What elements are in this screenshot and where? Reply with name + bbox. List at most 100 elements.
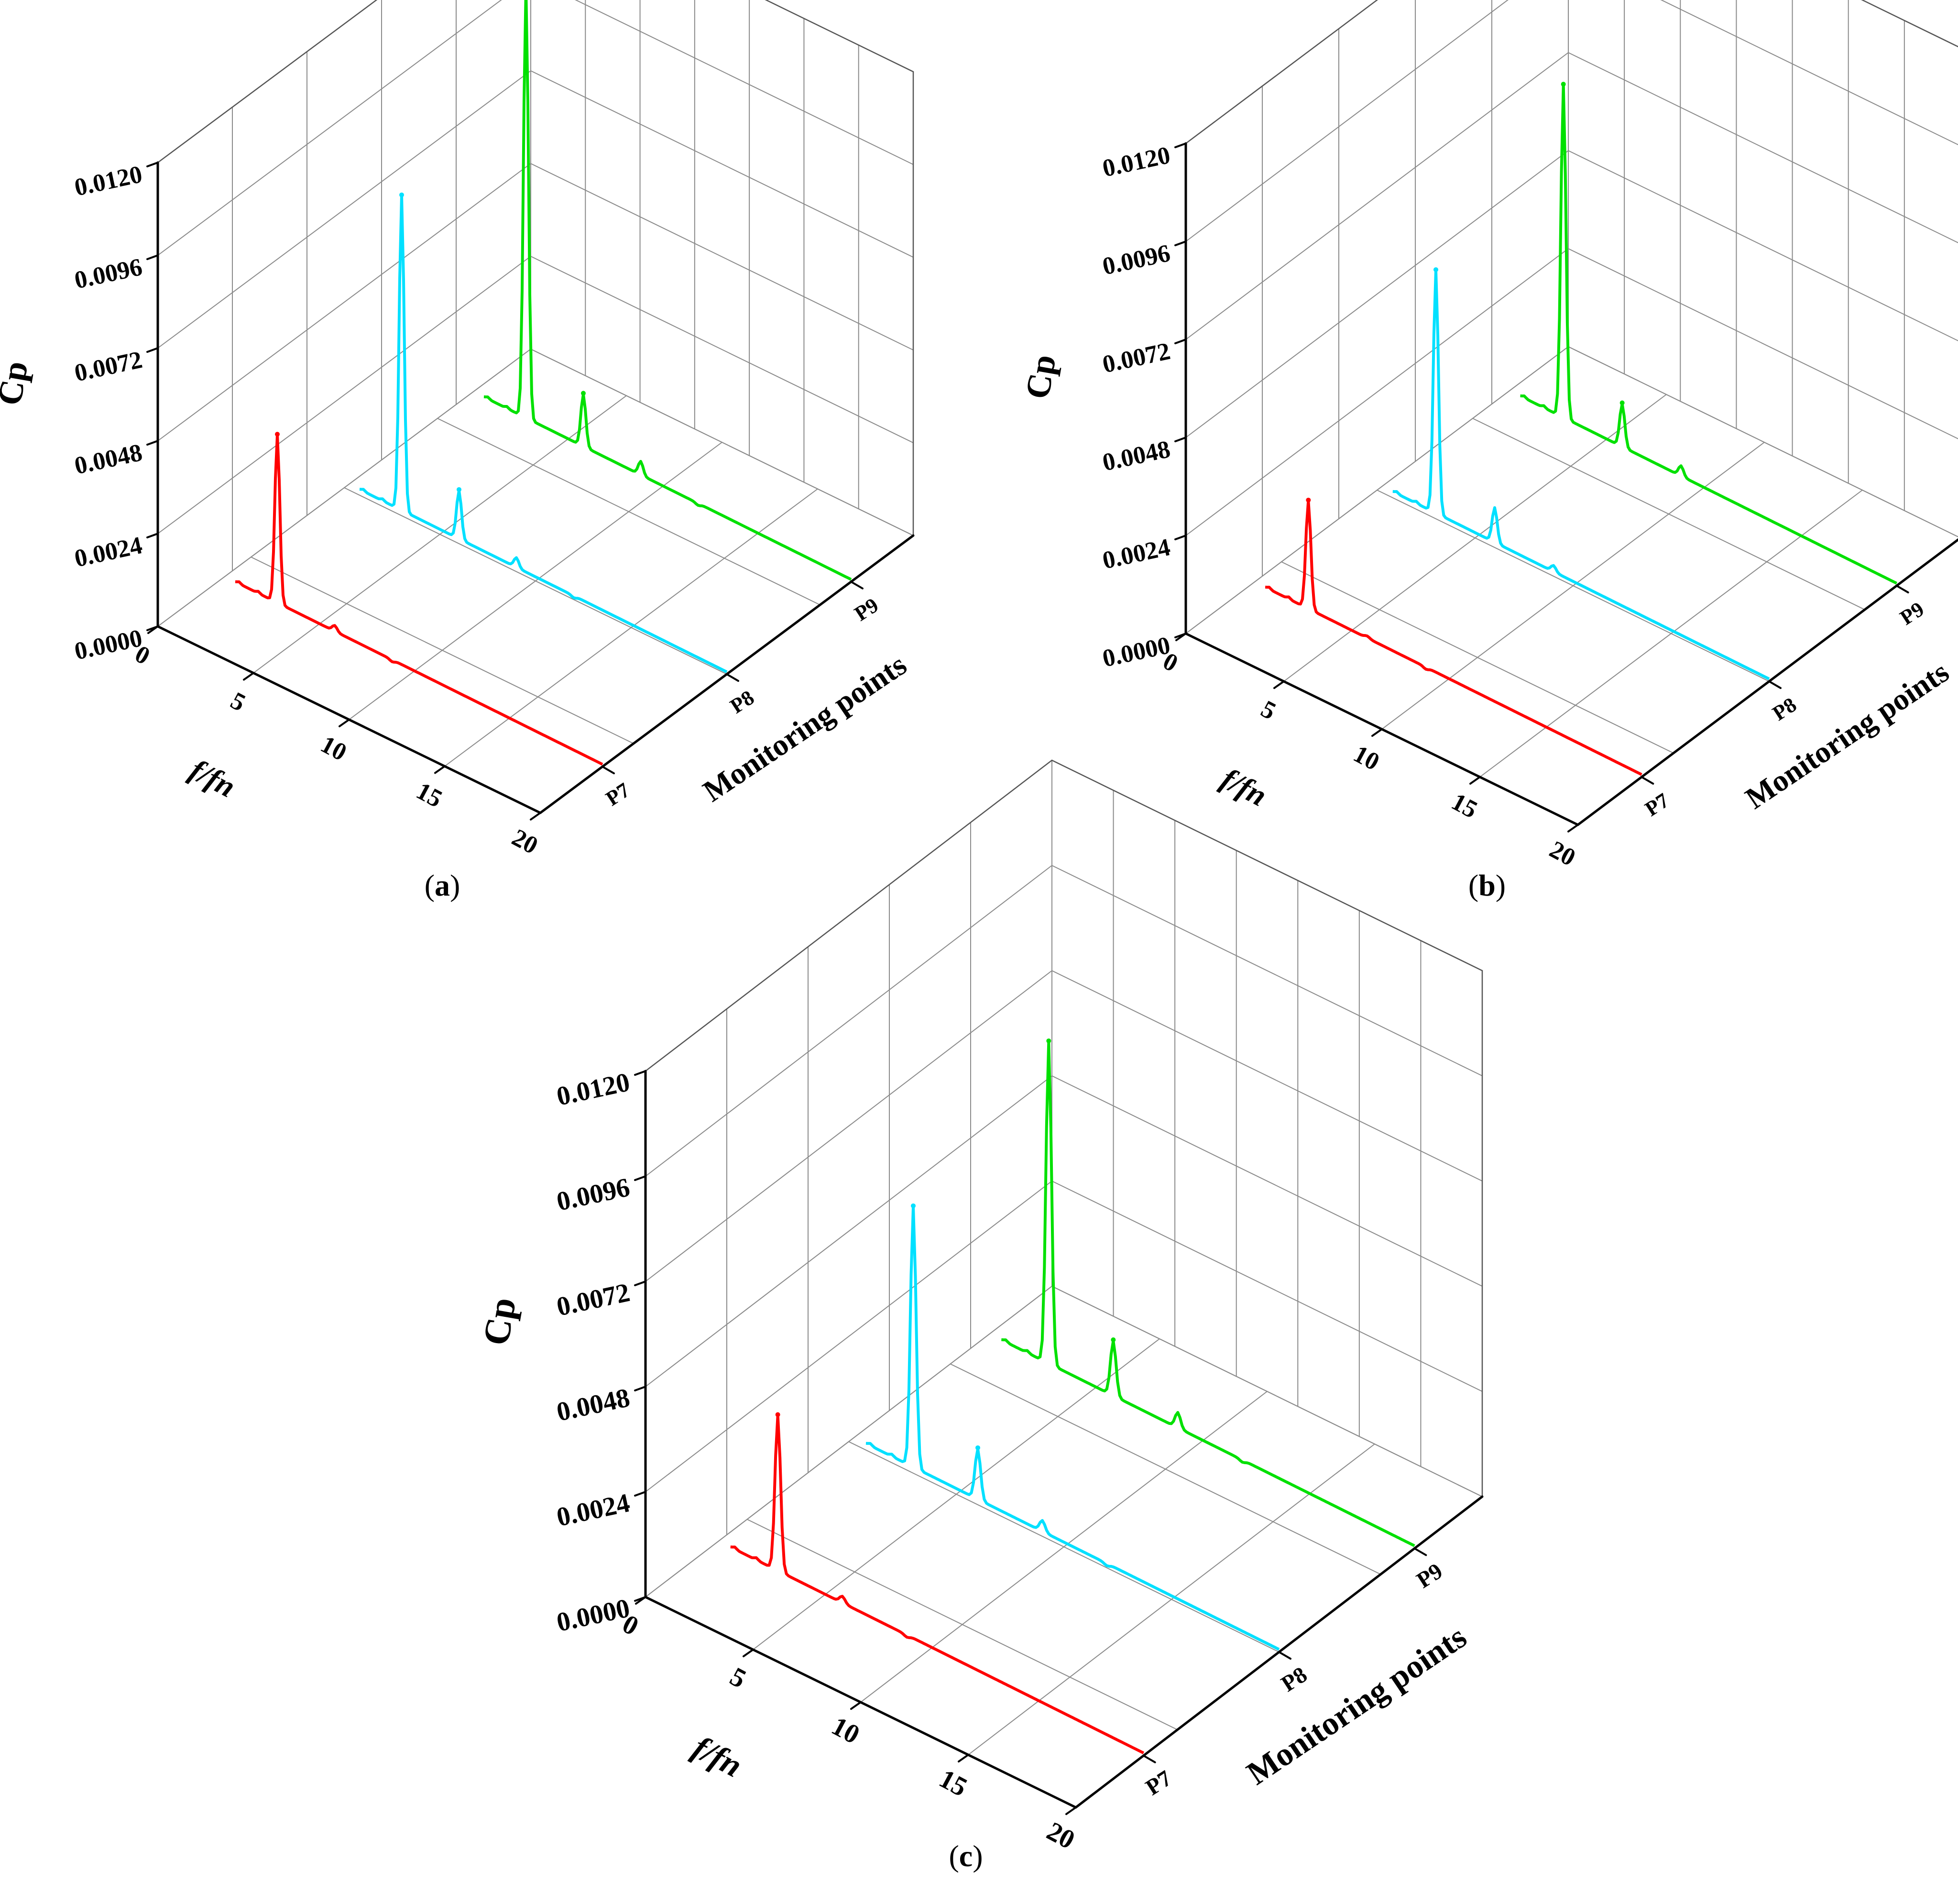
z-tick-label: 0.0096 [1100, 240, 1173, 280]
grid-line [1051, 970, 1483, 1182]
grid-line [1185, 0, 1378, 144]
series-line-p7 [235, 433, 603, 766]
category-label: P7 [1641, 788, 1674, 821]
grid-line [746, 1519, 1178, 1730]
category-label: P8 [1277, 1662, 1312, 1696]
grid-line [645, 1075, 1052, 1387]
grid-line [1185, 150, 1569, 438]
grid-line [344, 487, 727, 675]
series-line-p7 [730, 1413, 1145, 1754]
category-tick [1142, 1754, 1156, 1763]
y-axis-title: Monitoring points [1240, 1618, 1473, 1792]
z-tick [1174, 339, 1187, 344]
grid-line [1568, 150, 1958, 341]
x-tick [1065, 1806, 1077, 1815]
grid-line [1051, 865, 1483, 1076]
z-tick-label: 0.0096 [72, 253, 145, 294]
z-tick-label: 0.0072 [554, 1278, 633, 1322]
frame-line [1185, 0, 1378, 144]
grid-line [645, 1181, 1052, 1492]
x-tick-label: 15 [1447, 788, 1482, 824]
x-tick-label: 5 [226, 687, 250, 717]
grid-line [1051, 1286, 1483, 1497]
grid-line [157, 0, 502, 256]
series-line-p8 [865, 1204, 1280, 1651]
z-axis-title: Cp [1018, 352, 1063, 402]
z-tick [1174, 142, 1187, 148]
peak-marker [1046, 1038, 1051, 1043]
chart-c: 0.00000.00240.00480.00720.00960.01200510… [475, 759, 1484, 1855]
z-tick [1174, 437, 1187, 442]
grid-line [1051, 1181, 1483, 1392]
category-tick [1413, 1547, 1427, 1556]
chart-b: 0.00000.00240.00480.00720.00960.01200510… [1018, 0, 1958, 872]
category-tick [850, 580, 864, 590]
x-tick [958, 1754, 969, 1762]
category-tick [1641, 776, 1654, 785]
peak-marker [275, 432, 280, 437]
frame-line [157, 0, 378, 164]
grid-line [437, 418, 820, 605]
x-tick-label: 5 [725, 1662, 751, 1694]
grid-line [1281, 561, 1674, 754]
x-tick [1567, 824, 1579, 832]
caption-a: (a) [424, 868, 460, 902]
series-line-p8 [359, 194, 728, 673]
grid-line [950, 1363, 1381, 1575]
frame-line [765, 0, 914, 73]
z-tick [1174, 535, 1187, 540]
x-tick [1371, 728, 1383, 737]
z-tick-label: 0.0024 [554, 1488, 633, 1532]
series-line-p7 [1265, 499, 1642, 776]
grid-line [530, 163, 914, 350]
grid-line [530, 256, 914, 443]
peak-marker [581, 391, 586, 396]
x-tick-label: 10 [1349, 740, 1384, 776]
series-line-p8 [1392, 268, 1770, 680]
z-tick-label: 0.0072 [1100, 338, 1173, 378]
grid-line [645, 865, 1052, 1177]
x-tick-label: 15 [412, 777, 447, 813]
grid-line [765, 0, 914, 72]
x-tick-label: 20 [1042, 1816, 1080, 1855]
x-tick-label: 5 [1257, 695, 1280, 725]
x-tick [850, 1701, 862, 1710]
frame-line [645, 759, 1053, 1072]
z-tick [146, 440, 159, 446]
x-tick-label: 10 [827, 1711, 864, 1750]
grid-line [1568, 346, 1958, 537]
caption-b: (b) [1468, 868, 1506, 902]
z-tick [634, 1386, 646, 1391]
z-tick [634, 1070, 646, 1076]
grid-line [1568, 52, 1958, 243]
x-tick-label: 20 [507, 824, 542, 860]
x-tick [1175, 633, 1187, 641]
grid-line [1568, 248, 1958, 439]
z-axis-title: Cp [475, 1294, 524, 1348]
x-axis-title: f/fn [1216, 761, 1272, 813]
category-tick [602, 766, 615, 775]
grid-line [157, 70, 531, 349]
peak-marker [775, 1412, 780, 1417]
grid-line [1660, 0, 1958, 145]
series-line-p9 [1001, 1040, 1415, 1547]
frame-line [1051, 759, 1483, 972]
grid-line [251, 557, 634, 744]
x-tick [635, 1596, 646, 1605]
z-tick [146, 162, 159, 167]
grid-line [645, 970, 1052, 1282]
category-label: P9 [1412, 1559, 1447, 1593]
x-tick [434, 765, 446, 774]
grid-line [157, 256, 531, 534]
category-tick [1768, 680, 1782, 689]
grid-line [1861, 0, 1958, 47]
grid-line [530, 70, 914, 258]
x-tick [147, 625, 159, 634]
peak-marker [1433, 267, 1438, 272]
x-tick [1469, 776, 1481, 785]
z-tick-label: 0.0048 [554, 1383, 633, 1427]
grid-line [1185, 248, 1569, 536]
category-label: P8 [1768, 693, 1801, 725]
x-tick [1273, 680, 1285, 689]
